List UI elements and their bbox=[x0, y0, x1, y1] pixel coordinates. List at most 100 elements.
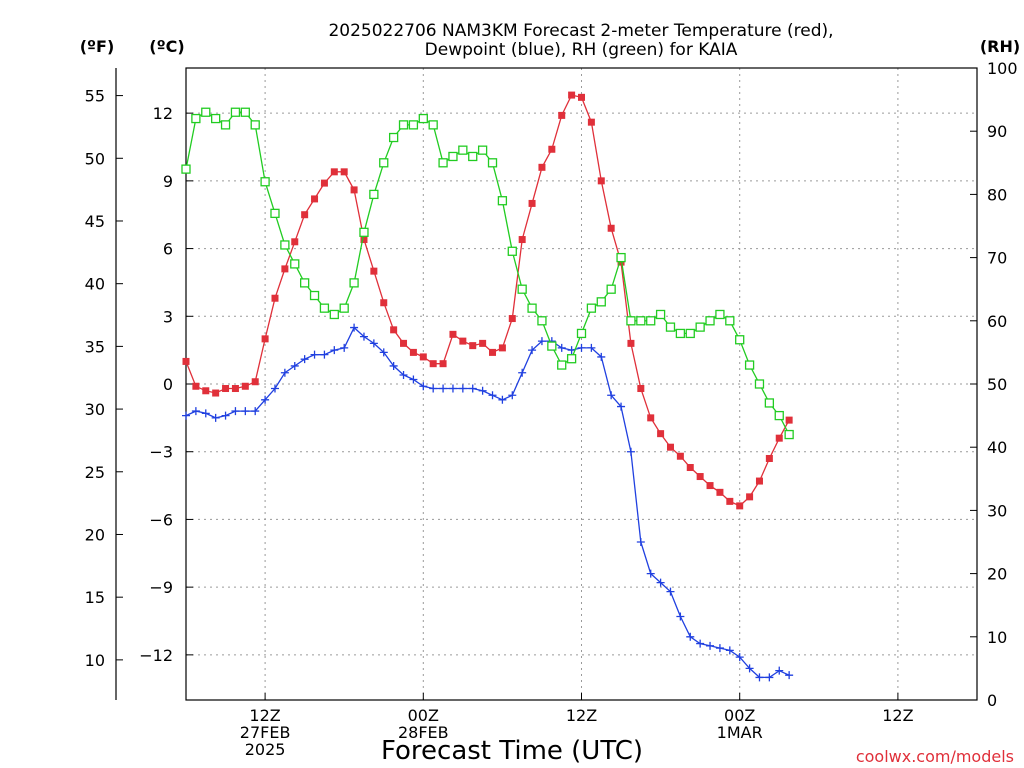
temperature-point bbox=[291, 238, 299, 246]
temperature-point bbox=[380, 299, 388, 307]
temperature-point bbox=[350, 186, 358, 194]
temperature-point bbox=[746, 493, 754, 501]
temperature-point bbox=[330, 168, 338, 176]
temperature-point bbox=[241, 382, 249, 390]
dewpoint-point bbox=[725, 646, 734, 655]
rh-point bbox=[438, 158, 448, 168]
rh-tick-label: 50 bbox=[987, 375, 1007, 394]
rh-point bbox=[735, 335, 745, 345]
rh-point bbox=[487, 158, 498, 168]
rh-point bbox=[220, 120, 231, 130]
dewpoint-point bbox=[498, 395, 507, 404]
rh-point bbox=[280, 240, 290, 250]
fahrenheit-tick-label: 40 bbox=[85, 275, 105, 294]
temperature-point bbox=[311, 195, 319, 203]
temperature-point bbox=[578, 93, 585, 101]
celsius-tick-label: 6 bbox=[163, 240, 173, 259]
x-tick-label: 00Z bbox=[408, 706, 439, 725]
rh-point bbox=[369, 189, 379, 200]
rh-point bbox=[250, 120, 260, 130]
dewpoint-point bbox=[528, 346, 537, 355]
rh-point bbox=[290, 259, 300, 269]
rh-point bbox=[665, 322, 676, 332]
dewpoint-point bbox=[251, 407, 260, 416]
rh-point bbox=[418, 113, 428, 124]
celsius-tick-label: 0 bbox=[163, 375, 173, 394]
temperature-point bbox=[785, 416, 793, 424]
temperature-point bbox=[627, 339, 635, 347]
rh-tick-label: 40 bbox=[987, 438, 1007, 457]
temperature-point bbox=[182, 357, 190, 365]
temperature-point bbox=[548, 145, 556, 153]
dewpoint-point bbox=[290, 361, 299, 370]
dewpoint-point bbox=[666, 587, 675, 596]
dewpoint-point bbox=[745, 664, 754, 673]
temperature-point bbox=[755, 477, 763, 485]
rh-tick-label: 70 bbox=[987, 249, 1007, 268]
rh-point bbox=[715, 309, 725, 320]
temperature-point bbox=[479, 339, 487, 347]
fahrenheit-tick-label: 45 bbox=[85, 212, 105, 231]
dewpoint-point bbox=[399, 370, 408, 379]
dewpoint-point bbox=[320, 350, 329, 359]
fahrenheit-tick-label: 35 bbox=[85, 337, 105, 356]
temperature-point bbox=[607, 224, 615, 232]
temperature-point bbox=[528, 199, 536, 207]
dewpoint-point bbox=[191, 407, 200, 416]
rh-point bbox=[468, 151, 478, 162]
temperature-point bbox=[508, 315, 516, 323]
temperature-point bbox=[637, 385, 645, 393]
rh-point bbox=[497, 196, 508, 206]
rh-point bbox=[527, 303, 537, 313]
x-tick-label: 12Z bbox=[882, 706, 913, 725]
rh-point bbox=[477, 145, 488, 155]
dewpoint-point bbox=[785, 671, 794, 680]
dewpoint-line bbox=[185, 326, 790, 679]
dewpoint-point bbox=[607, 391, 616, 400]
dewpoint-point bbox=[656, 578, 665, 587]
celsius-tick-label: 3 bbox=[163, 307, 173, 326]
temperature-point bbox=[459, 337, 467, 345]
rh-point bbox=[636, 316, 646, 326]
dewpoint-series bbox=[182, 323, 794, 682]
temperature-point bbox=[419, 353, 427, 361]
temperature-point bbox=[498, 344, 506, 352]
chart-title: 2025022706 NAM3KM Forecast 2-meter Tempe… bbox=[328, 21, 833, 60]
x-tick-label: 2025 bbox=[245, 740, 286, 759]
dewpoint-point bbox=[280, 368, 289, 377]
x-tick-label: 27FEB bbox=[240, 723, 291, 742]
dewpoint-point bbox=[429, 384, 438, 393]
rh-tick-label: 80 bbox=[987, 185, 1007, 204]
rh-tick-label: 60 bbox=[987, 312, 1007, 331]
rh-point bbox=[240, 107, 250, 117]
fahrenheit-tick-label: 15 bbox=[85, 588, 105, 607]
celsius-tick-label: −3 bbox=[149, 443, 173, 462]
rh-point bbox=[260, 177, 270, 187]
dewpoint-point bbox=[439, 384, 448, 393]
rh-point bbox=[329, 309, 339, 320]
temperature-point bbox=[340, 168, 348, 176]
rh-point bbox=[537, 316, 547, 326]
dewpoint-point bbox=[597, 352, 606, 361]
axes bbox=[115, 67, 978, 701]
dewpoint-point bbox=[617, 402, 626, 411]
rh-point bbox=[725, 316, 735, 326]
temperature-point bbox=[518, 236, 526, 244]
rh-point bbox=[181, 164, 191, 174]
rh-point bbox=[201, 107, 211, 117]
dewpoint-point bbox=[686, 632, 695, 641]
temperature-point bbox=[736, 502, 744, 510]
rh-tick-label: 90 bbox=[987, 122, 1007, 141]
dewpoint-point bbox=[626, 447, 635, 456]
rh-point bbox=[655, 309, 666, 320]
fahrenheit-tick-label: 30 bbox=[85, 400, 105, 419]
rh-point bbox=[448, 151, 458, 162]
dewpoint-point bbox=[755, 673, 764, 682]
rh-point bbox=[388, 132, 399, 143]
temperature-point bbox=[647, 414, 655, 422]
temperature-point bbox=[676, 452, 684, 460]
temperature-point bbox=[597, 177, 605, 185]
rh-tick-label: 30 bbox=[987, 501, 1007, 520]
dewpoint-point bbox=[518, 368, 527, 377]
dewpoint-point bbox=[211, 413, 220, 422]
